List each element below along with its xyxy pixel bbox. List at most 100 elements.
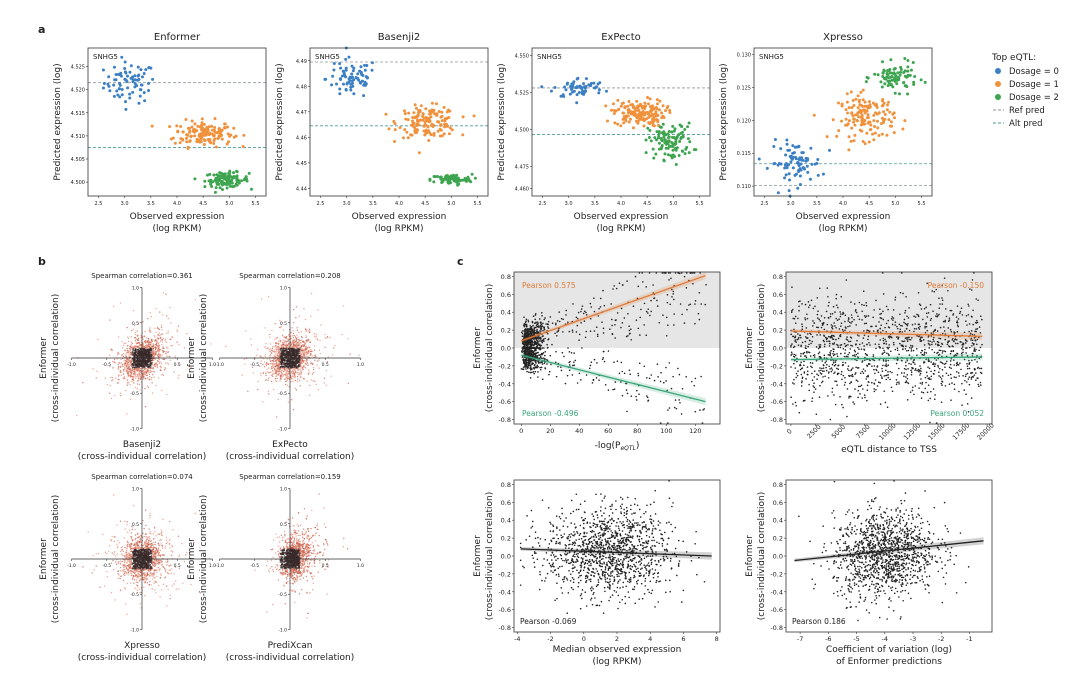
data-point (149, 369, 152, 372)
data-point (450, 128, 454, 132)
data-point (153, 582, 155, 584)
data-point (126, 86, 130, 90)
data-point (171, 136, 175, 140)
data-point (169, 338, 171, 341)
data-point (873, 131, 877, 135)
data-point (277, 347, 279, 350)
data-point (269, 354, 272, 356)
data-point (164, 340, 166, 342)
data-point (461, 178, 465, 182)
data-point (644, 104, 648, 108)
data-point (293, 340, 295, 342)
y-tick-label: 4.500 (515, 127, 529, 133)
x-tick-label: 4.5 (865, 201, 873, 207)
data-point (304, 349, 307, 351)
data-point (347, 338, 349, 340)
data-point (149, 538, 151, 540)
data-point (196, 138, 200, 142)
data-point (297, 336, 299, 338)
data-point (213, 130, 217, 134)
data-point (241, 144, 245, 148)
data-point (430, 101, 434, 105)
data-point (297, 372, 299, 374)
data-point (114, 394, 116, 397)
data-point (279, 368, 281, 371)
data-point (161, 341, 164, 343)
data-point (816, 158, 820, 162)
data-point (867, 100, 871, 104)
data-point (149, 512, 151, 514)
x-tick-label: 3.0 (787, 201, 795, 207)
data-point (121, 560, 123, 562)
data-point (298, 342, 300, 345)
data-point (199, 132, 203, 136)
x-tick-label: 5.5 (918, 201, 926, 207)
data-point (136, 537, 138, 539)
data-point (344, 68, 348, 72)
data-point (146, 346, 148, 349)
data-point (798, 182, 802, 186)
data-point (592, 81, 596, 85)
data-point (151, 382, 153, 384)
data-point (125, 354, 127, 356)
data-point (266, 368, 268, 371)
data-point (861, 88, 865, 92)
data-point (126, 326, 128, 329)
y-tick-label: -1.0 (278, 426, 287, 432)
data-point (133, 370, 136, 373)
data-point (126, 74, 130, 78)
data-point (266, 358, 269, 360)
data-point (806, 170, 810, 174)
data-point (923, 80, 927, 84)
data-point (160, 355, 162, 357)
data-point (109, 385, 111, 387)
data-point (392, 119, 396, 123)
data-point (913, 75, 917, 79)
data-point (130, 532, 132, 534)
data-point (688, 140, 692, 144)
data-point (304, 342, 306, 344)
data-point (887, 118, 891, 122)
data-point (847, 148, 851, 152)
data-point (861, 98, 865, 102)
data-point (897, 92, 901, 96)
data-point (116, 93, 120, 97)
data-point (161, 339, 164, 341)
data-point (297, 370, 299, 372)
data-point (295, 306, 298, 308)
data-point (152, 564, 154, 566)
data-point (118, 95, 122, 99)
data-point (178, 374, 180, 376)
data-point (131, 363, 134, 366)
data-point (147, 360, 150, 363)
data-point (244, 363, 246, 365)
data-point (156, 340, 158, 342)
data-point (290, 345, 292, 347)
data-point (345, 81, 349, 85)
data-point (871, 132, 875, 136)
data-point (268, 348, 271, 351)
data-point (161, 354, 163, 356)
data-point (264, 355, 266, 358)
data-point (274, 368, 276, 370)
data-point (118, 361, 121, 364)
data-point (250, 344, 253, 346)
data-point (136, 330, 138, 332)
data-point (282, 345, 284, 347)
data-point (300, 371, 303, 374)
data-point (294, 387, 297, 390)
data-point (867, 120, 871, 124)
data-point (144, 361, 146, 363)
data-point (470, 172, 474, 176)
data-point (135, 345, 138, 347)
data-point (330, 375, 332, 377)
data-point (661, 122, 665, 126)
data-point (162, 374, 165, 377)
data-point (136, 365, 139, 368)
data-point (619, 124, 623, 128)
data-point (295, 372, 297, 374)
data-point (315, 355, 317, 358)
data-point (651, 123, 655, 127)
data-point (213, 117, 217, 121)
data-point (309, 384, 311, 387)
